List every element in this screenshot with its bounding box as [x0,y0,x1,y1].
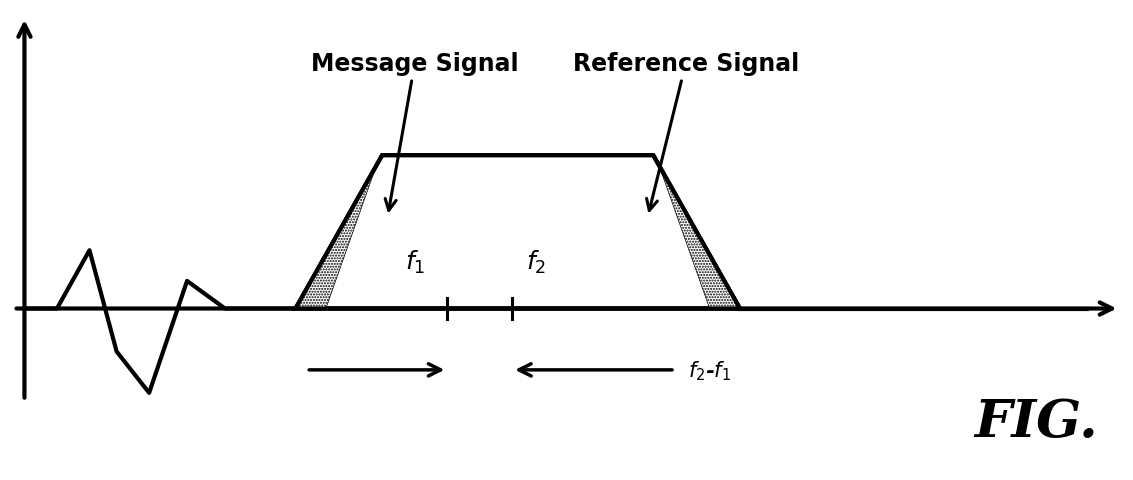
Text: FIG.: FIG. [974,396,1098,446]
Text: Message Signal: Message Signal [310,52,519,211]
Polygon shape [654,156,740,309]
Text: $f_1$: $f_1$ [404,248,425,275]
Text: $f_2$: $f_2$ [526,248,546,275]
Polygon shape [296,156,382,309]
Polygon shape [296,156,740,309]
Text: Reference Signal: Reference Signal [572,52,799,211]
Text: $f_2$-$f_1$: $f_2$-$f_1$ [688,358,731,382]
